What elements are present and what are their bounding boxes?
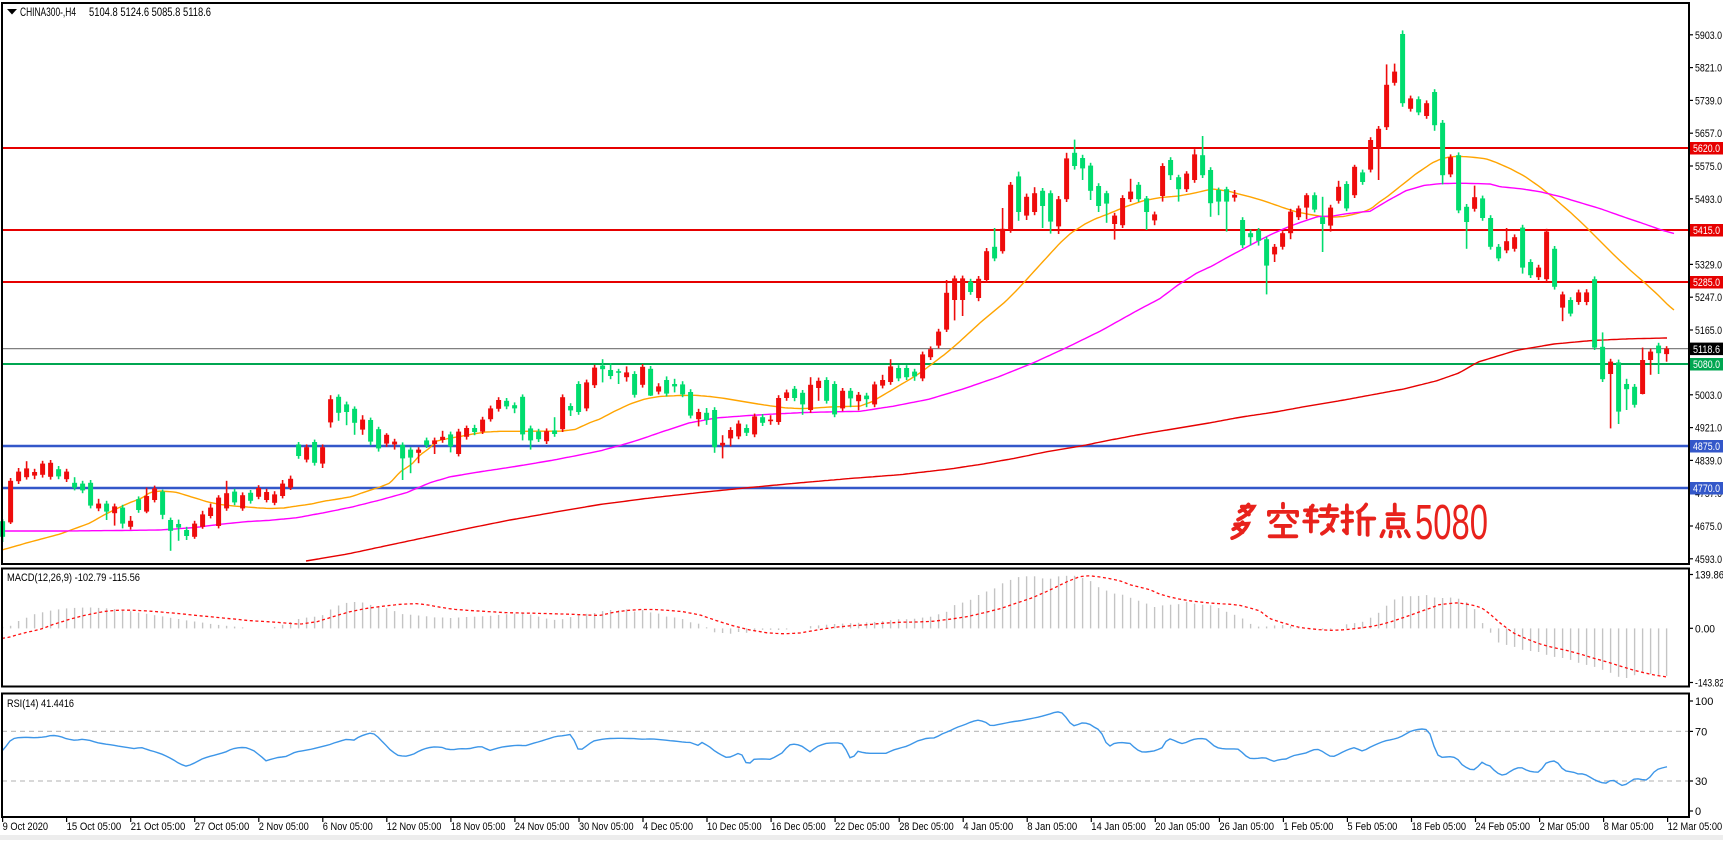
svg-text:24 Nov 05:00: 24 Nov 05:00 — [515, 821, 570, 833]
svg-text:5903.0: 5903.0 — [1695, 30, 1722, 42]
svg-text:8 Mar 05:00: 8 Mar 05:00 — [1604, 821, 1654, 833]
svg-text:5739.0: 5739.0 — [1695, 95, 1722, 107]
svg-text:100: 100 — [1695, 696, 1713, 708]
svg-text:22 Dec 05:00: 22 Dec 05:00 — [835, 821, 890, 833]
svg-text:4875.0: 4875.0 — [1693, 441, 1720, 453]
svg-text:14 Jan 05:00: 14 Jan 05:00 — [1091, 821, 1146, 833]
svg-text:5080: 5080 — [1415, 496, 1488, 550]
svg-text:MACD(12,26,9) -102.79 -115.56: MACD(12,26,9) -102.79 -115.56 — [7, 572, 140, 584]
svg-text:5620.0: 5620.0 — [1693, 143, 1720, 155]
svg-text:4675.0: 4675.0 — [1695, 521, 1722, 533]
svg-text:5285.0: 5285.0 — [1693, 277, 1720, 289]
svg-text:5080.0: 5080.0 — [1693, 359, 1720, 371]
svg-text:18 Feb 05:00: 18 Feb 05:00 — [1412, 821, 1467, 833]
svg-text:1 Feb 05:00: 1 Feb 05:00 — [1283, 821, 1333, 833]
svg-text:5 Feb 05:00: 5 Feb 05:00 — [1347, 821, 1397, 833]
svg-text:5003.0: 5003.0 — [1695, 390, 1722, 402]
svg-text:30: 30 — [1695, 776, 1707, 788]
svg-text:70: 70 — [1695, 726, 1707, 738]
svg-text:20 Jan 05:00: 20 Jan 05:00 — [1155, 821, 1210, 833]
svg-text:5575.0: 5575.0 — [1695, 161, 1722, 173]
svg-text:24 Feb 05:00: 24 Feb 05:00 — [1476, 821, 1531, 833]
svg-text:8 Jan 05:00: 8 Jan 05:00 — [1027, 821, 1077, 833]
svg-text:4770.0: 4770.0 — [1693, 483, 1720, 495]
svg-text:4921.0: 4921.0 — [1695, 423, 1722, 435]
svg-text:-143.82: -143.82 — [1695, 678, 1723, 690]
svg-text:26 Jan 05:00: 26 Jan 05:00 — [1219, 821, 1274, 833]
svg-text:5657.0: 5657.0 — [1695, 128, 1722, 140]
svg-text:12 Nov 05:00: 12 Nov 05:00 — [387, 821, 442, 833]
svg-text:30 Nov 05:00: 30 Nov 05:00 — [579, 821, 634, 833]
svg-text:27 Oct 05:00: 27 Oct 05:00 — [195, 821, 250, 833]
svg-text:18 Nov 05:00: 18 Nov 05:00 — [451, 821, 506, 833]
svg-text:5821.0: 5821.0 — [1695, 63, 1722, 75]
svg-text:139.86: 139.86 — [1695, 570, 1723, 582]
svg-text:4 Jan 05:00: 4 Jan 05:00 — [963, 821, 1013, 833]
svg-text:5493.0: 5493.0 — [1695, 194, 1722, 206]
svg-text:5104.8 5124.6 5085.8 5118.6: 5104.8 5124.6 5085.8 5118.6 — [89, 5, 211, 19]
svg-text:0: 0 — [1695, 806, 1701, 818]
svg-text:5415.0: 5415.0 — [1693, 225, 1720, 237]
svg-text:21 Oct 05:00: 21 Oct 05:00 — [131, 821, 186, 833]
svg-text:5329.0: 5329.0 — [1695, 259, 1722, 271]
svg-text:2 Mar 05:00: 2 Mar 05:00 — [1540, 821, 1590, 833]
svg-text:12 Mar 05:00: 12 Mar 05:00 — [1668, 821, 1723, 833]
svg-text:2 Nov 05:00: 2 Nov 05:00 — [259, 821, 309, 833]
svg-text:CHINA300-,H4: CHINA300-,H4 — [20, 5, 76, 19]
svg-text:RSI(14) 41.4416: RSI(14) 41.4416 — [7, 698, 74, 710]
svg-text:5165.0: 5165.0 — [1695, 325, 1722, 337]
svg-text:6 Nov 05:00: 6 Nov 05:00 — [323, 821, 373, 833]
svg-text:9 Oct 2020: 9 Oct 2020 — [3, 821, 49, 833]
svg-text:15 Oct 05:00: 15 Oct 05:00 — [67, 821, 122, 833]
svg-text:5118.6: 5118.6 — [1693, 344, 1720, 356]
svg-text:5247.0: 5247.0 — [1695, 292, 1722, 304]
svg-text:4593.0: 4593.0 — [1695, 554, 1722, 566]
svg-text:0.00: 0.00 — [1695, 623, 1715, 635]
svg-text:4 Dec 05:00: 4 Dec 05:00 — [643, 821, 693, 833]
svg-text:28 Dec 05:00: 28 Dec 05:00 — [899, 821, 954, 833]
svg-text:16 Dec 05:00: 16 Dec 05:00 — [771, 821, 826, 833]
svg-text:4839.0: 4839.0 — [1695, 455, 1722, 467]
svg-text:10 Dec 05:00: 10 Dec 05:00 — [707, 821, 762, 833]
